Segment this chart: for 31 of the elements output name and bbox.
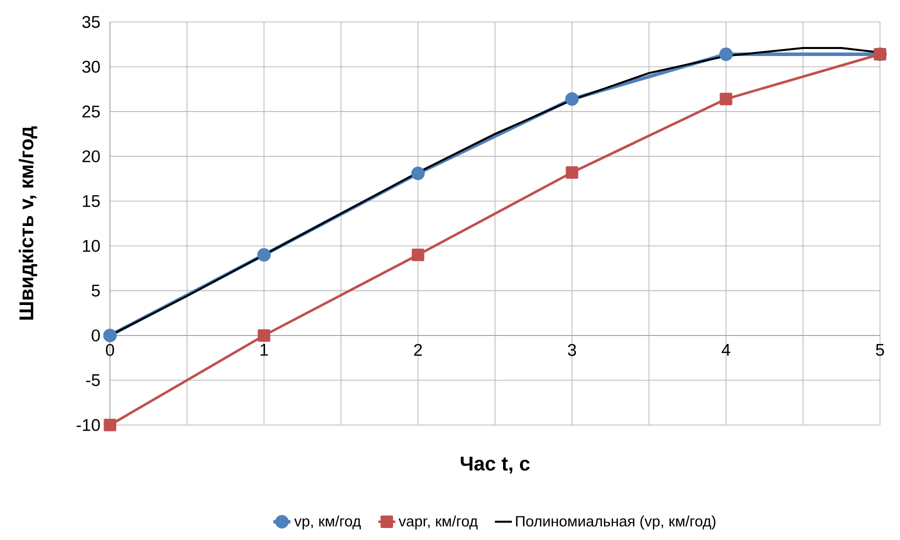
y-tick-label: 20 (82, 150, 100, 162)
y-tick-label: 10 (82, 240, 100, 252)
point (566, 166, 578, 179)
legend-label: vapr, км/год (398, 516, 478, 530)
x-tick-label: 0 (106, 344, 114, 356)
y-tick-label: 5 (92, 284, 100, 297)
point (565, 92, 579, 106)
point (257, 248, 271, 262)
y-tick-label: 25 (82, 106, 100, 118)
point (411, 166, 425, 180)
x-tick-label: 5 (876, 344, 884, 356)
point (103, 328, 117, 342)
y-axis-title: Швидкість v, км/год (18, 126, 38, 320)
x-tick-label: 1 (260, 344, 268, 356)
point (719, 47, 733, 61)
x-tick-label: 4 (722, 344, 730, 356)
y-tick-label: 0 (92, 329, 100, 342)
point (258, 329, 270, 342)
x-tick-label: 3 (568, 344, 576, 356)
point (104, 418, 116, 432)
x-tick-label: 2 (414, 344, 422, 356)
y-tick-label: 30 (82, 60, 100, 73)
y-tick-label: -10 (76, 419, 100, 431)
y-tick-label: -5 (86, 374, 100, 386)
legend-label: Полиномиальная (vp, км/год) (516, 516, 716, 530)
point (412, 248, 424, 262)
y-tick-label: 15 (82, 195, 100, 208)
y-tick-label: 35 (82, 16, 100, 28)
x-axis-title: Час t, с (460, 456, 530, 474)
legend-label: vp, км/год (294, 516, 361, 530)
point (720, 92, 732, 106)
